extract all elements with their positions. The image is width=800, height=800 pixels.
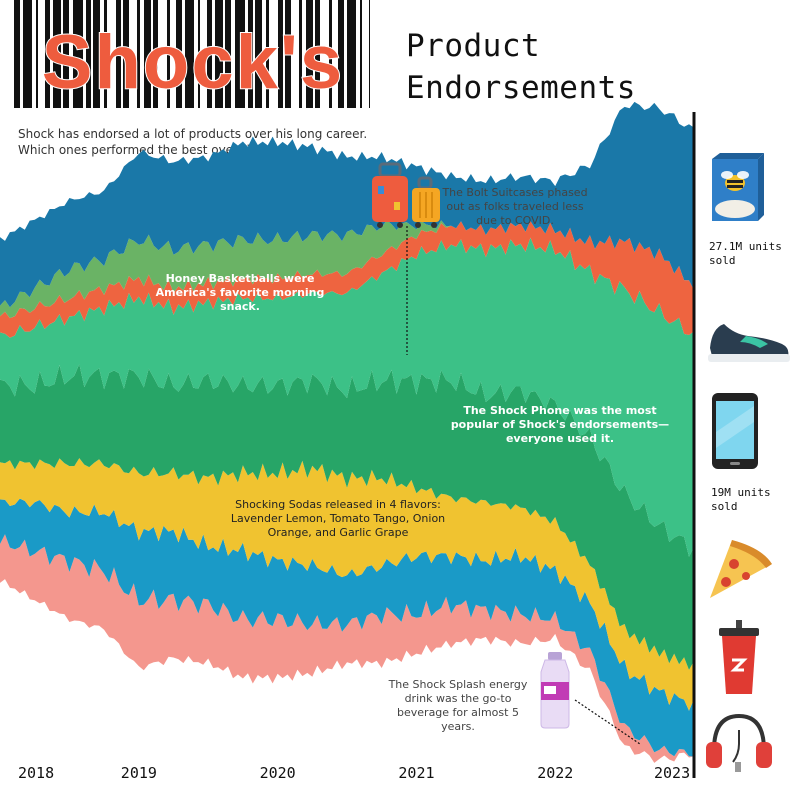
barcode-bar <box>167 0 170 108</box>
barcode-bar <box>315 0 320 108</box>
barcode-bar <box>360 0 362 108</box>
x-tick-label: 2018 <box>18 764 55 782</box>
title-line-1: Product <box>406 28 541 64</box>
barcode-bar <box>248 0 253 108</box>
cereal-icon <box>712 153 764 221</box>
splash-annotation: The Shock Splash energy drink was the go… <box>388 678 528 733</box>
sneaker-icon <box>708 324 790 362</box>
phone-annotation: The Shock Phone was the most popular of … <box>450 404 670 445</box>
barcode-bar <box>369 0 370 108</box>
barcode-bar <box>137 0 140 108</box>
barcode-bar <box>225 0 231 108</box>
suitcase-icon <box>372 162 440 228</box>
barcode-bar <box>266 0 269 108</box>
stream-layer-sneakers <box>0 221 694 338</box>
barcode-bar <box>14 0 20 108</box>
barcode-bar <box>235 0 245 108</box>
barcode-bar <box>63 0 69 108</box>
soda-cup-icon <box>719 620 759 694</box>
barcode-bar <box>104 0 107 108</box>
splash-leader-line <box>574 699 641 745</box>
barcode-bar <box>36 0 38 108</box>
x-tick-label: 2021 <box>398 764 435 782</box>
barcode-bar <box>215 0 223 108</box>
x-tick-label: 2020 <box>259 764 296 782</box>
headphones-icon <box>706 713 772 772</box>
x-tick-label: 2023 <box>654 764 691 782</box>
phone-stat: 19M units sold <box>711 486 771 513</box>
stream-layer-pizza <box>0 364 694 670</box>
x-tick-label: 2022 <box>537 764 574 782</box>
barcode-bar <box>73 0 83 108</box>
stream-layer-shocking-sodas <box>0 458 694 711</box>
barcode-bar <box>86 0 91 108</box>
barcode-bar <box>144 0 151 108</box>
barcode-bar <box>278 0 283 108</box>
barcode-bar <box>329 0 332 108</box>
soda-annotation: Shocking Sodas released in 4 flavors: La… <box>230 498 446 539</box>
barcode-bar <box>299 0 302 108</box>
barcode-bar <box>198 0 200 108</box>
stream-layer-honey-basketballs <box>0 101 694 308</box>
pizza-icon <box>710 540 772 598</box>
barcode-bar <box>185 0 194 108</box>
logo-text: Shock's <box>42 20 344 105</box>
barcode-bar <box>93 0 100 108</box>
barcode-bar <box>338 0 344 108</box>
energy-drink-bottle-icon <box>540 652 570 729</box>
barcode-bar <box>123 0 129 108</box>
barcode-bar <box>153 0 158 108</box>
barcode-bar <box>53 0 61 108</box>
stream-layer-headphones <box>0 534 694 763</box>
barcode-bar <box>285 0 291 108</box>
barcode-logo: Shock's <box>14 0 370 108</box>
stream-layer-bolt-suitcases <box>0 220 694 319</box>
phone-icon <box>712 393 758 469</box>
stream-layer-shock-phone <box>0 237 694 557</box>
barcode-bars <box>14 0 370 108</box>
title-line-2: Endorsements <box>406 70 636 106</box>
cereal-stat: 27.1M units sold <box>709 240 782 267</box>
barcode-bar <box>116 0 121 108</box>
barcode-bar <box>306 0 313 108</box>
barcode-bar <box>207 0 212 108</box>
barcode-bar <box>176 0 182 108</box>
barcode-bar <box>45 0 50 108</box>
suitcase-annotation: The Bolt Suitcases phased out as folks t… <box>442 186 588 227</box>
intro-text: Shock has endorsed a lot of products ove… <box>18 127 368 157</box>
x-tick-label: 2019 <box>120 764 157 782</box>
barcode-bar <box>23 0 32 108</box>
honey-annotation: Honey Basketballs were America's favorit… <box>155 272 325 313</box>
stream-layer-energy-drink-shock-splash <box>0 498 694 757</box>
barcode-bar <box>347 0 356 108</box>
barcode-bar <box>255 0 262 108</box>
